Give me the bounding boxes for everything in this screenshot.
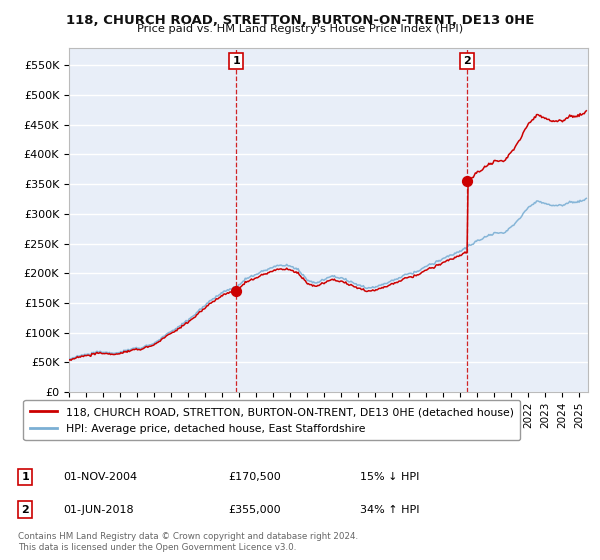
Text: £170,500: £170,500 xyxy=(228,472,281,482)
Text: 15% ↓ HPI: 15% ↓ HPI xyxy=(360,472,419,482)
Text: £355,000: £355,000 xyxy=(228,505,281,515)
Text: 1: 1 xyxy=(232,57,240,67)
Text: 2: 2 xyxy=(464,57,472,67)
Text: 01-JUN-2018: 01-JUN-2018 xyxy=(63,505,134,515)
Text: 01-NOV-2004: 01-NOV-2004 xyxy=(63,472,137,482)
Legend: 118, CHURCH ROAD, STRETTON, BURTON-ON-TRENT, DE13 0HE (detached house), HPI: Ave: 118, CHURCH ROAD, STRETTON, BURTON-ON-TR… xyxy=(23,400,520,440)
Text: 118, CHURCH ROAD, STRETTON, BURTON-ON-TRENT, DE13 0HE: 118, CHURCH ROAD, STRETTON, BURTON-ON-TR… xyxy=(66,14,534,27)
Text: Price paid vs. HM Land Registry's House Price Index (HPI): Price paid vs. HM Land Registry's House … xyxy=(137,24,463,34)
Text: 1: 1 xyxy=(22,472,29,482)
Point xyxy=(232,286,241,295)
Text: 34% ↑ HPI: 34% ↑ HPI xyxy=(360,505,419,515)
Point xyxy=(463,177,472,186)
Text: Contains HM Land Registry data © Crown copyright and database right 2024.
This d: Contains HM Land Registry data © Crown c… xyxy=(18,532,358,552)
Text: 2: 2 xyxy=(22,505,29,515)
